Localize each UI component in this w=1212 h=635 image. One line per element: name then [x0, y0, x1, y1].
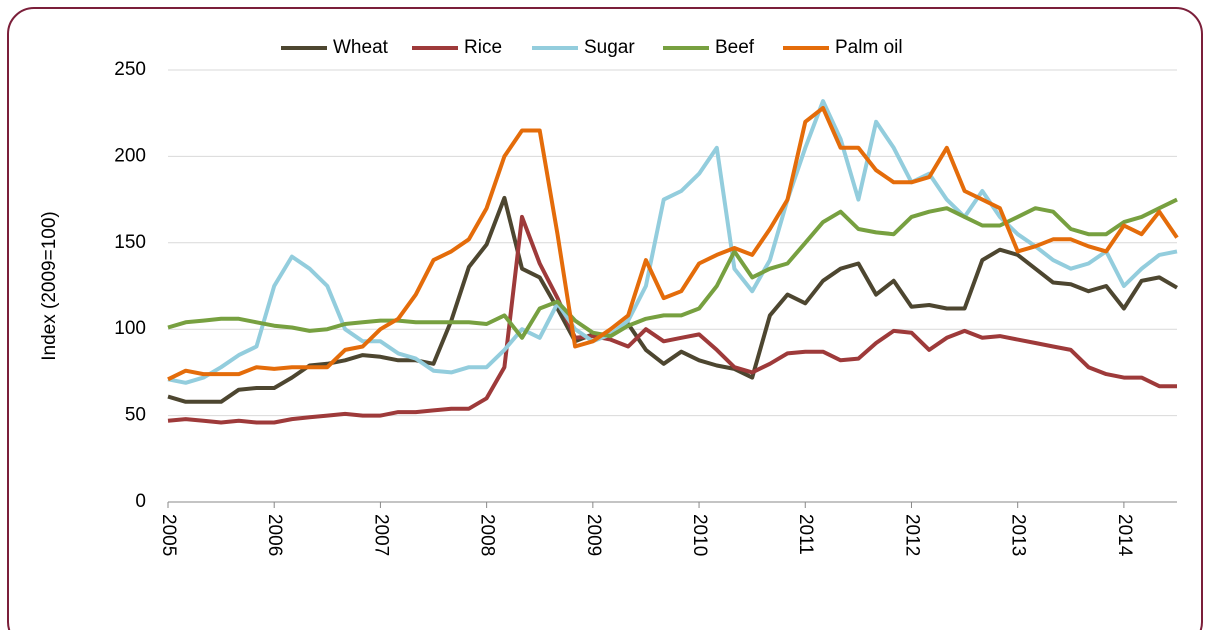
- x-tick-label: 2009: [583, 514, 604, 556]
- x-tick-label: 2014: [1114, 514, 1135, 557]
- x-tick-label: 2012: [901, 514, 922, 556]
- line-series: [167, 214, 1177, 425]
- legend-label: Sugar: [584, 37, 635, 58]
- y-axis-label: Index (2009=100): [39, 211, 60, 360]
- legend-label: Beef: [715, 37, 755, 58]
- legend-label: Palm oil: [835, 37, 903, 58]
- y-tick-label: 250: [114, 59, 146, 80]
- legend-label: Wheat: [333, 37, 389, 58]
- frame: [7, 7, 1203, 635]
- y-tick-label: 150: [114, 232, 146, 253]
- x-tick-label: 2013: [1008, 514, 1029, 556]
- y-tick-label: 50: [125, 405, 146, 426]
- y-tick-label: 100: [114, 318, 146, 339]
- x-tick-label: 2010: [689, 514, 710, 556]
- x-tick-label: 2007: [370, 514, 391, 556]
- y-tick-label: 200: [114, 145, 146, 166]
- line-series: [167, 106, 1179, 382]
- y-tick-label: 0: [135, 491, 146, 512]
- x-tick-label: 2005: [158, 514, 179, 556]
- line-series: [167, 195, 1179, 404]
- x-tick-label: 2008: [477, 514, 498, 556]
- x-tick-label: 2006: [264, 514, 285, 556]
- legend-label: Rice: [464, 37, 502, 58]
- line-series: [167, 197, 1178, 340]
- x-tick-label: 2011: [795, 514, 816, 555]
